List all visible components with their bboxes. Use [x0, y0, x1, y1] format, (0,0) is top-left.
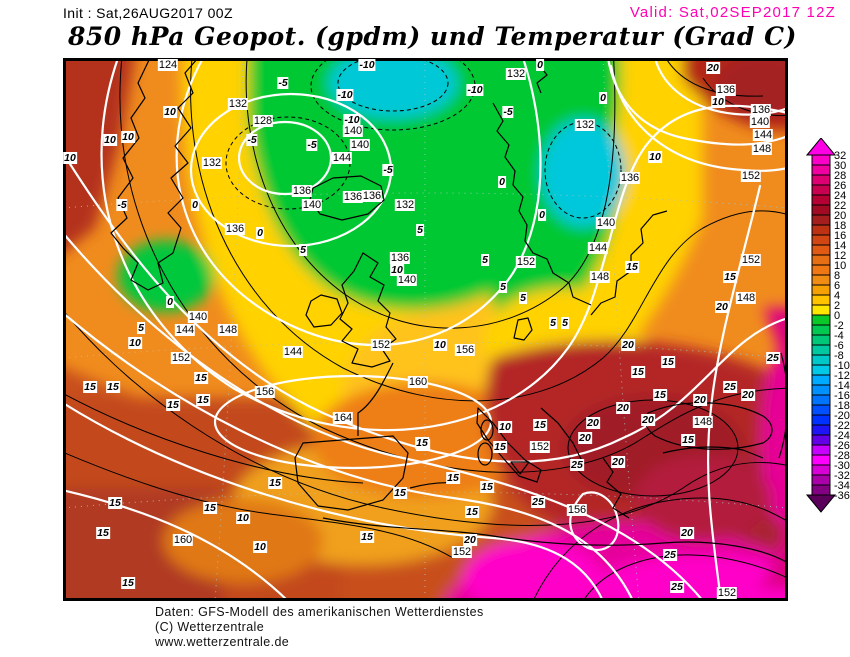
colorbar-segment [811, 454, 831, 466]
colorbar-segment [811, 204, 831, 216]
colorbar-tick-label: -20 [834, 410, 850, 422]
colorbar-segment [811, 184, 831, 196]
colorbar-arrow-down [806, 494, 837, 513]
colorbar-segment [811, 274, 831, 286]
colorbar-segment [811, 154, 831, 166]
temperature-field [63, 58, 788, 601]
colorbar-tick-label: -36 [834, 490, 850, 502]
colorbar-segment [811, 474, 831, 486]
colorbar-tick-label: -16 [834, 390, 850, 402]
init-timestamp: Init : Sat,26AUG2017 00Z [63, 5, 233, 21]
colorbar-segment [811, 334, 831, 346]
colorbar-segment [811, 324, 831, 336]
colorbar-segment [811, 264, 831, 276]
colorbar-tick-label: -26 [834, 440, 850, 452]
colorbar-tick-label: 30 [834, 160, 846, 172]
colorbar-segment [811, 414, 831, 426]
colorbar-segment [811, 234, 831, 246]
colorbar-tick-label: -30 [834, 460, 850, 472]
colorbar-tick-label: -22 [834, 420, 850, 432]
colorbar-segment [811, 214, 831, 226]
colorbar-tick-label: 0 [834, 310, 840, 322]
colorbar-tick-label: 6 [834, 280, 840, 292]
attribution-source: Daten: GFS-Modell des amerikanischen Wet… [155, 605, 484, 619]
colorbar-tick-label: 24 [834, 190, 846, 202]
colorbar-segment [811, 244, 831, 256]
colorbar-tick-label: -6 [834, 340, 844, 352]
colorbar-tick-label: -32 [834, 470, 850, 482]
colorbar-segment [811, 224, 831, 236]
colorbar-tick-label: 14 [834, 240, 846, 252]
colorbar-segment [811, 164, 831, 176]
colorbar-arrow-up [806, 138, 837, 156]
map-canvas: 124 132 128 132 136 140 144 140 140 136 136 132 136 1… [63, 58, 788, 601]
colorbar-segment [811, 384, 831, 396]
colorbar-tick-label: -10 [834, 360, 850, 372]
colorbar-segment [811, 464, 831, 476]
coastlines-layer [110, 58, 788, 564]
colorbar-tick-label: 32 [834, 150, 846, 162]
colorbar-segment [811, 194, 831, 206]
colorbar-segment [811, 434, 831, 446]
colorbar-segment [811, 304, 831, 316]
colorbar-tick-label: 2 [834, 300, 840, 312]
map-title: 850 hPa Geopot. (gpdm) und Temperatur (G… [68, 22, 797, 51]
colorbar-tick-label: 28 [834, 170, 846, 182]
colorbar-tick-label: -12 [834, 370, 850, 382]
colorbar-tick-label: 18 [834, 220, 846, 232]
colorbar-segment [811, 174, 831, 186]
colorbar-segment [811, 484, 831, 496]
colorbar-tick-label: -8 [834, 350, 844, 362]
colorbar-tick-label: 20 [834, 210, 846, 222]
colorbar-segment [811, 344, 831, 356]
colorbar-segment [811, 364, 831, 376]
colorbar-segment [811, 404, 831, 416]
colorbar-segment [811, 314, 831, 326]
attribution-copyright: (C) Wetterzentrale [155, 620, 265, 634]
colorbar-tick-label: 22 [834, 200, 846, 212]
attribution-url: www.wetterzentrale.de [155, 635, 290, 649]
temperature-colorbar: 32302826242220181614121086420-2-4-6-8-10… [806, 138, 850, 513]
colorbar-tick-label: 10 [834, 260, 846, 272]
colorbar-segment [811, 394, 831, 406]
colorbar-tick-label: 26 [834, 180, 846, 192]
geopotential-contours [63, 58, 788, 601]
colorbar-segment [811, 354, 831, 366]
colorbar-tick-label: -24 [834, 430, 850, 442]
attribution: Daten: GFS-Modell des amerikanischen Wet… [155, 605, 484, 650]
colorbar-tick-label: -28 [834, 450, 850, 462]
colorbar-tick-label: -14 [834, 380, 850, 392]
colorbar-segment [811, 374, 831, 386]
colorbar-tick-label: 8 [834, 270, 840, 282]
weather-map-svg [63, 58, 788, 601]
valid-timestamp: Valid: Sat,02SEP2017 12Z [629, 4, 836, 21]
colorbar-tick-label: -2 [834, 320, 844, 332]
colorbar-tick-label: 12 [834, 250, 846, 262]
colorbar-segment [811, 294, 831, 306]
colorbar-segment [811, 254, 831, 266]
colorbar-tick-label: -34 [834, 480, 850, 492]
colorbar-segment [811, 284, 831, 296]
colorbar-segment [811, 444, 831, 456]
colorbar-tick-label: 4 [834, 290, 840, 302]
colorbar-tick-label: -4 [834, 330, 844, 342]
colorbar-segment [811, 424, 831, 436]
colorbar-tick-label: -18 [834, 400, 850, 412]
colorbar-tick-label: 16 [834, 230, 846, 242]
